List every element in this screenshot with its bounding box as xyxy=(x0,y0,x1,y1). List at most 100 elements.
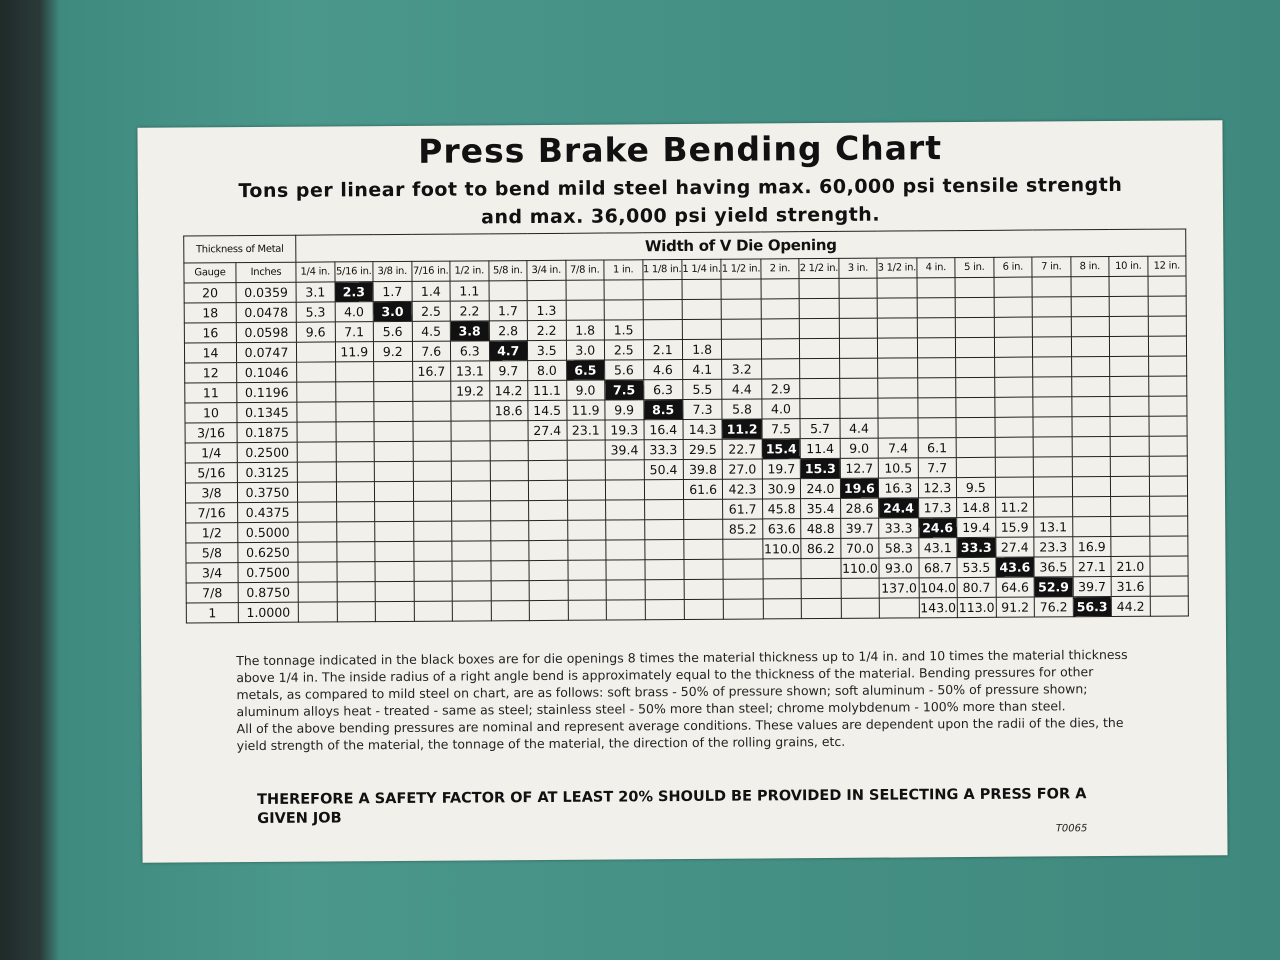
tonnage-cell: 113.0 xyxy=(957,597,996,618)
tonnage-cell: 11.4 xyxy=(800,438,840,459)
tonnage-cell: 1.5 xyxy=(604,319,643,341)
inches-cell: 0.6250 xyxy=(237,542,298,563)
column-header: 3 1/2 in. xyxy=(877,257,917,279)
empty-cell xyxy=(839,338,878,359)
empty-cell xyxy=(374,441,413,462)
tonnage-cell: 110.0 xyxy=(762,538,802,559)
empty-cell xyxy=(800,398,840,419)
empty-cell xyxy=(916,277,956,298)
tonnage-cell: 68.7 xyxy=(918,557,958,578)
inches-cell: 0.0359 xyxy=(236,282,297,303)
tonnage-cell: 19.7 xyxy=(762,458,801,479)
empty-cell xyxy=(1109,376,1149,397)
empty-cell xyxy=(412,401,452,422)
empty-cell xyxy=(1070,296,1110,317)
empty-cell xyxy=(1109,276,1148,297)
tonnage-cell: 43.6 xyxy=(995,557,1035,578)
tonnage-cell: 143.0 xyxy=(918,597,958,618)
empty-cell xyxy=(566,480,606,501)
tonnage-cell: 8.0 xyxy=(527,360,567,381)
empty-cell xyxy=(605,539,645,561)
empty-cell xyxy=(528,560,568,581)
empty-cell xyxy=(1033,476,1073,498)
empty-cell xyxy=(642,319,683,340)
inches-cell: 0.4375 xyxy=(237,502,298,523)
empty-cell xyxy=(839,358,878,379)
tonnage-cell: 63.6 xyxy=(762,518,802,539)
tonnage-cell: 61.6 xyxy=(683,479,723,500)
empty-cell xyxy=(606,599,645,621)
empty-cell xyxy=(1148,375,1187,397)
empty-cell xyxy=(528,460,567,481)
empty-cell xyxy=(452,600,491,622)
empty-cell xyxy=(956,437,995,458)
tonnage-cell: 4.7 xyxy=(488,340,528,361)
empty-cell xyxy=(644,559,685,580)
tonnage-cell: 7.6 xyxy=(411,341,451,362)
empty-cell xyxy=(877,337,918,359)
tonnage-cell: 42.3 xyxy=(722,478,763,500)
empty-cell xyxy=(1033,456,1073,478)
empty-cell xyxy=(413,541,452,562)
empty-cell xyxy=(413,601,453,622)
empty-cell xyxy=(335,461,375,482)
column-header: 3/4 in. xyxy=(526,260,566,281)
empty-cell xyxy=(1032,316,1072,338)
empty-cell xyxy=(374,541,414,562)
empty-cell xyxy=(955,297,994,318)
tonnage-cell: 3.2 xyxy=(721,358,762,380)
empty-cell xyxy=(994,357,1033,378)
tonnage-cell: 2.2 xyxy=(450,300,489,322)
tonnage-cell: 2.1 xyxy=(642,339,683,360)
tonnage-cell: 15.3 xyxy=(800,458,841,479)
tonnage-cell: 11.9 xyxy=(566,400,605,421)
column-header: 6 in. xyxy=(993,257,1033,278)
tonnage-cell: 9.9 xyxy=(604,399,644,421)
empty-cell xyxy=(683,559,724,580)
empty-cell xyxy=(723,558,763,580)
empty-cell xyxy=(375,581,414,602)
inches-cell: 0.0478 xyxy=(236,302,297,323)
empty-cell xyxy=(723,598,764,620)
tonnage-cell: 24.4 xyxy=(878,497,919,519)
tonnage-cell: 21.0 xyxy=(1111,556,1150,577)
empty-cell xyxy=(1149,495,1188,517)
empty-cell xyxy=(644,599,685,620)
empty-cell xyxy=(1032,296,1071,318)
tonnage-cell: 39.4 xyxy=(605,439,644,461)
inches-cell: 0.7500 xyxy=(237,562,299,583)
column-header: 1 1/8 in. xyxy=(642,259,682,280)
empty-cell xyxy=(917,357,956,378)
tonnage-cell: 2.9 xyxy=(761,378,801,399)
tonnage-cell: 24.0 xyxy=(800,478,841,499)
tonnage-cell: 64.6 xyxy=(995,577,1035,598)
tonnage-cell: 6.5 xyxy=(566,360,605,381)
empty-cell xyxy=(684,599,724,620)
tonnage-cell: 110.0 xyxy=(840,558,880,579)
tonnage-cell: 11.2 xyxy=(722,418,762,440)
empty-cell xyxy=(916,297,956,318)
column-header: 1/4 in. xyxy=(295,261,335,283)
empty-cell xyxy=(529,580,568,601)
empty-cell xyxy=(490,560,530,581)
column-header: 3 in. xyxy=(838,258,878,279)
tonnage-cell: 16.3 xyxy=(878,477,919,499)
tonnage-cell: 8.5 xyxy=(643,399,683,420)
tonnage-cell: 36.5 xyxy=(1034,556,1073,578)
tonnage-cell: 2.5 xyxy=(604,339,644,361)
empty-cell xyxy=(917,337,956,358)
tonnage-cell: 30.9 xyxy=(762,478,801,499)
empty-cell xyxy=(374,561,414,582)
tonnage-cell: 5.3 xyxy=(296,301,335,323)
empty-cell xyxy=(799,278,839,299)
tonnage-cell: 22.7 xyxy=(722,438,763,460)
empty-cell xyxy=(413,521,452,542)
tonnage-cell: 9.5 xyxy=(956,477,996,498)
empty-cell xyxy=(955,397,995,418)
tonnage-cell: 53.5 xyxy=(957,557,996,578)
empty-cell xyxy=(1032,336,1072,358)
inches-cell: 0.1875 xyxy=(237,422,298,443)
empty-cell xyxy=(799,298,839,319)
inches-cell: 0.1046 xyxy=(236,362,297,383)
empty-cell xyxy=(683,519,724,540)
